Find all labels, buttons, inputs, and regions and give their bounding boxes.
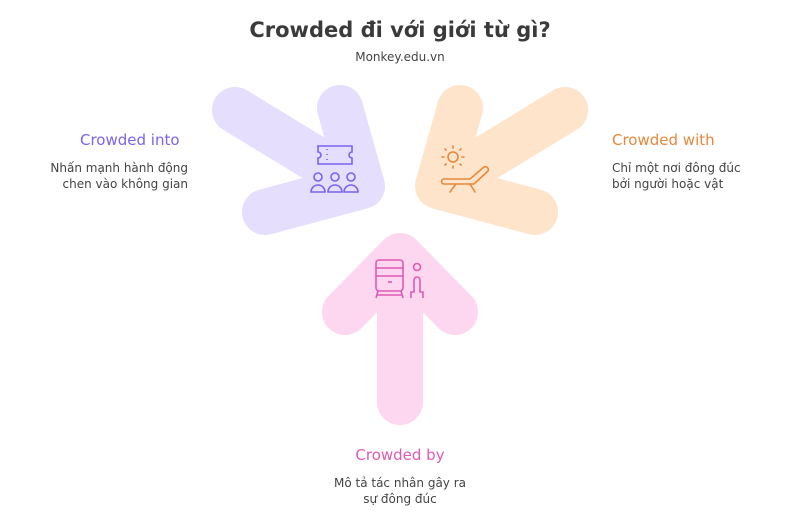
page-title: Crowded đi với giới từ gì? xyxy=(249,18,551,42)
train-person-icon xyxy=(375,259,424,299)
label-crowded-into: Crowded into xyxy=(80,131,180,149)
description-line: Mô tả tác nhân gây ra xyxy=(333,476,466,490)
description-crowded-with: Chỉ một nơi đông đúc bởi người hoặc vật xyxy=(612,160,741,192)
arrow-by xyxy=(322,233,478,425)
arrow-into xyxy=(212,85,385,235)
description-line: Chỉ một nơi đông đúc xyxy=(612,161,741,175)
description-crowded-into: Nhấn mạnh hành động chen vào không gian xyxy=(50,160,188,192)
label-crowded-by: Crowded by xyxy=(355,446,445,464)
ticket-audience-icon xyxy=(310,145,359,193)
page-subtitle: Monkey.edu.vn xyxy=(355,50,445,64)
arrow-with xyxy=(415,85,588,235)
sun-lounger-icon xyxy=(440,145,490,193)
description-line: sự đông đúc xyxy=(363,492,437,506)
description-line: bởi người hoặc vật xyxy=(612,177,724,191)
description-line: Nhấn mạnh hành động xyxy=(50,161,188,175)
description-crowded-by: Mô tả tác nhân gây ra sự đông đúc xyxy=(0,475,800,507)
label-crowded-with: Crowded with xyxy=(612,131,715,149)
description-line: chen vào không gian xyxy=(62,177,188,191)
